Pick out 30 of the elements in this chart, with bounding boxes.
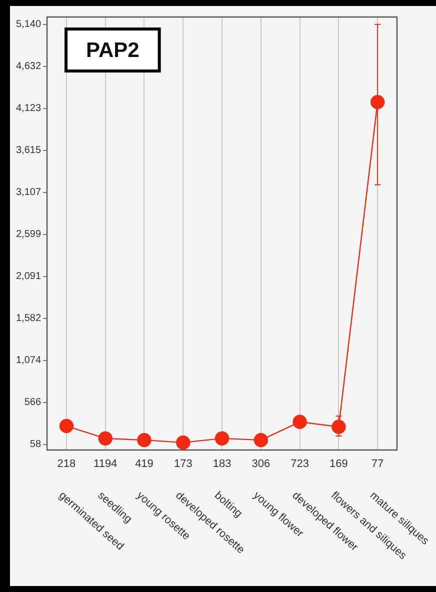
- y-tick-label: 4,632: [16, 61, 42, 72]
- text: 419: [135, 458, 154, 470]
- y-tick-label: 566: [24, 397, 42, 408]
- point: [59, 418, 74, 434]
- text: 723: [290, 458, 309, 470]
- y-tick-label: 2,091: [16, 271, 42, 282]
- text: 306: [252, 458, 270, 470]
- text: 173: [174, 458, 192, 470]
- text: 183: [212, 458, 232, 470]
- text: 218: [57, 458, 76, 470]
- point: [137, 432, 152, 448]
- text: 1194: [94, 458, 118, 470]
- y-tick-label: 58: [30, 439, 42, 450]
- point: [98, 431, 112, 446]
- point: [370, 95, 385, 110]
- point: [254, 432, 268, 448]
- point: [332, 420, 346, 434]
- point: [214, 431, 230, 446]
- point: [176, 435, 190, 450]
- text: 77: [371, 458, 384, 470]
- y-tick-label: 3,615: [16, 145, 42, 156]
- y-tick-label: 3,107: [16, 187, 42, 198]
- y-tick-label: 1,074: [16, 355, 42, 366]
- point: [292, 414, 307, 430]
- y-tick-label: 5,140: [16, 19, 42, 30]
- y-tick-label: 1,582: [16, 313, 42, 324]
- text: 169: [329, 458, 348, 470]
- text: PAP2: [86, 38, 140, 62]
- y-tick-label: 4,123: [16, 103, 42, 114]
- y-tick-label: 2,599: [16, 229, 42, 240]
